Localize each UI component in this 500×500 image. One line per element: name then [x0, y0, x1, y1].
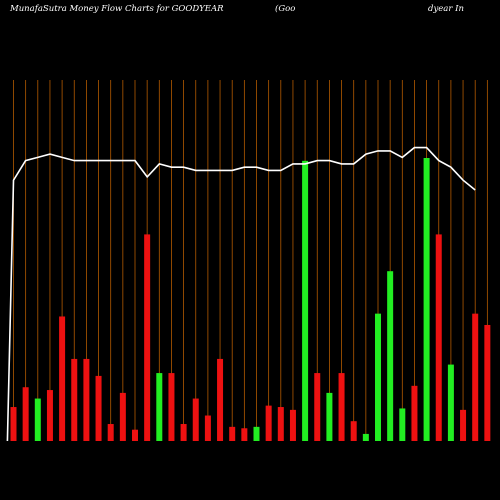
money-flow-bar [95, 375, 102, 441]
money-flow-bar [375, 313, 381, 441]
money-flow-bar [387, 271, 394, 441]
money-flow-bar [22, 387, 29, 441]
money-flow-bar [168, 373, 175, 441]
money-flow-bar [241, 428, 248, 441]
money-flow-bar [59, 316, 66, 441]
money-flow-bar [119, 392, 126, 441]
money-flow-bar [144, 234, 151, 441]
price-line-path [6, 146, 476, 442]
money-flow-bar [192, 398, 199, 441]
money-flow-bar [156, 373, 163, 441]
money-flow-bar [289, 409, 296, 441]
money-flow-bar [71, 358, 78, 441]
money-flow-bars [10, 158, 491, 441]
money-flow-bar [204, 415, 211, 441]
money-flow-bar [180, 424, 187, 441]
money-flow-bar [107, 424, 114, 441]
money-flow-bar [326, 392, 333, 441]
money-flow-bar [229, 426, 236, 441]
money-flow-bar [83, 358, 90, 441]
chart-title-company-start: (Goo [275, 4, 296, 14]
price-line [6, 146, 476, 442]
money-flow-bar [34, 398, 41, 441]
money-flow-bar [302, 160, 309, 441]
money-flow-bar [253, 426, 260, 441]
money-flow-bar [423, 158, 430, 441]
money-flow-bar [338, 373, 345, 441]
money-flow-bar [399, 408, 406, 441]
money-flow-bar [435, 234, 442, 441]
money-flow-bar [265, 405, 272, 441]
money-flow-bar [314, 373, 321, 441]
money-flow-bar [362, 433, 369, 441]
chart-title-company-end: dyear In [428, 4, 464, 14]
money-flow-bar [472, 313, 479, 441]
money-flow-bar [10, 407, 17, 441]
money-flow-bar [46, 390, 53, 441]
money-flow-bar [484, 324, 491, 441]
money-flow-bar [460, 409, 467, 441]
money-flow-bar [132, 429, 138, 441]
money-flow-bar [350, 421, 357, 441]
money-flow-bar [411, 385, 418, 441]
money-flow-bar [217, 358, 224, 441]
money-flow-bar [447, 364, 454, 441]
chart-title: MunafaSutra Money Flow Charts for GOODYE… [10, 4, 224, 14]
money-flow-bar [277, 407, 284, 441]
